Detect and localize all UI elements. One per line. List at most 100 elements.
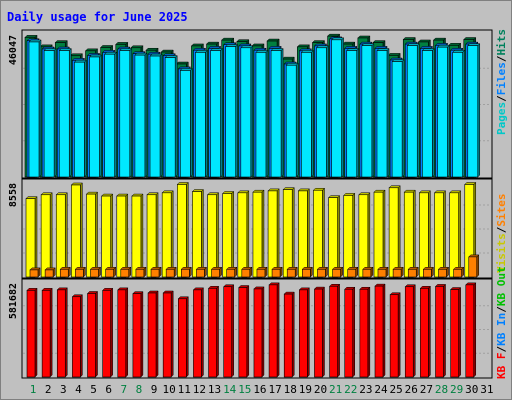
bar-pages-day-26	[406, 45, 418, 178]
bar-kb-f-day-27	[420, 287, 429, 378]
bar-sites-day-12	[196, 268, 205, 278]
bar-kb-f-day-10	[162, 292, 172, 378]
legend-entry: KB F	[495, 353, 508, 380]
bar-visits-day-20	[313, 189, 323, 278]
bar-side-kb-f	[246, 284, 250, 378]
pages-files-hits-max-label: 46047	[8, 35, 19, 65]
day-label: 15	[238, 383, 251, 396]
bar-kb-f-day-13	[208, 287, 217, 378]
bar-sites-day-15	[241, 268, 251, 278]
bar-top-visits	[101, 193, 114, 197]
day-label: 12	[193, 383, 206, 396]
legend-entry: /	[495, 55, 508, 62]
day-label: 1	[30, 383, 37, 396]
bar-pages-day-5	[89, 56, 100, 178]
bar-side-visits	[170, 190, 174, 278]
bar-side-kb-f	[216, 285, 219, 378]
bar-top-visits	[297, 188, 310, 192]
bar-side-kb-f	[155, 290, 159, 378]
day-label: 10	[163, 383, 176, 396]
bar-pages-day-7	[119, 50, 131, 178]
bar-kb-f-day-12	[193, 289, 202, 378]
bar-side-visits	[110, 193, 113, 278]
bar-side-visits	[201, 188, 204, 278]
bar-visits-day-3	[55, 194, 66, 278]
bar-side-pages	[69, 47, 72, 178]
bar-pages-day-28	[437, 46, 448, 178]
bar-pages-day-4	[74, 61, 85, 178]
bar-sites-day-26	[407, 268, 417, 278]
bar-side-visits	[125, 193, 129, 278]
day-label: 18	[284, 383, 297, 396]
bar-visits-day-11	[177, 184, 187, 278]
bar-kb-f-day-23	[359, 288, 369, 378]
bar-sites-day-30	[468, 256, 478, 278]
bar-visits-day-13	[207, 194, 217, 278]
day-label: 4	[75, 383, 82, 396]
bar-kb-f-day-30	[465, 284, 475, 378]
chart-title: Daily usage for June 2025	[7, 10, 188, 24]
bar-top-visits	[282, 187, 295, 190]
bar-side-pages	[205, 49, 208, 178]
bar-side-kb-f	[201, 287, 204, 378]
bar-side-visits	[186, 181, 189, 278]
bar-pages-day-11	[180, 70, 191, 178]
bar-kb-f-day-24	[374, 285, 384, 378]
bar-kb-f-day-9	[147, 292, 157, 378]
bar-sites-day-4	[75, 268, 84, 278]
bar-pages-day-30	[467, 45, 479, 178]
bar-side-visits	[95, 191, 98, 278]
bar-sites-day-18	[286, 268, 296, 278]
bar-visits-day-19	[298, 190, 308, 278]
bar-visits-day-12	[192, 191, 202, 278]
bar-visits-day-21	[328, 197, 338, 278]
bar-pages-day-17	[270, 50, 282, 178]
bar-pages-day-8	[134, 54, 146, 178]
bar-pages-day-20	[316, 47, 327, 178]
bar-sites-day-5	[90, 268, 99, 278]
bar-kb-f-day-11	[178, 298, 187, 378]
bar-kb-f-day-8	[132, 293, 142, 378]
bar-kb-f-day-28	[435, 286, 444, 378]
bar-side-visits	[246, 190, 250, 278]
bar-pages-day-19	[301, 52, 312, 178]
bar-pages-day-15	[240, 47, 252, 178]
day-label: 5	[90, 383, 97, 396]
day-label: 3	[60, 383, 67, 396]
day-label: 21	[329, 383, 342, 396]
bar-sites-day-22	[347, 268, 357, 278]
bar-side-visits	[80, 182, 83, 278]
bar-top-pages	[285, 62, 299, 66]
day-label: 26	[405, 383, 418, 396]
bar-visits-day-23	[358, 194, 369, 278]
bar-kb-f-day-25	[389, 294, 399, 378]
day-label: 20	[314, 383, 327, 396]
bar-visits-day-22	[343, 195, 354, 278]
bar-sites-day-20	[317, 268, 326, 278]
legend-entry: Files	[495, 62, 508, 95]
bar-kb-f-day-22	[344, 288, 354, 378]
bar-kb-f-day-14	[223, 286, 232, 378]
bar-sites-day-2	[44, 269, 54, 278]
day-label: 30	[465, 383, 478, 396]
legend-entry: Hits	[495, 29, 508, 56]
legend-entry: KB Out	[495, 266, 508, 306]
bar-visits-day-25	[388, 187, 399, 278]
bars	[24, 33, 481, 378]
bar-visits-day-17	[267, 190, 278, 278]
bar-side-pages	[174, 54, 178, 178]
day-label: 24	[374, 383, 388, 396]
bar-kb-f-day-17	[268, 284, 278, 378]
legend-entry: /	[495, 226, 508, 233]
day-label: 7	[120, 383, 127, 396]
bar-side-pages	[114, 51, 117, 178]
bar-sites-day-24	[377, 268, 387, 278]
bar-visits-day-29	[449, 192, 459, 278]
bar-side-visits	[65, 192, 68, 278]
bar-top-visits	[343, 193, 356, 196]
bar-sites-day-9	[150, 268, 160, 278]
bar-top-pages	[134, 52, 148, 56]
bar-top-visits	[116, 193, 129, 197]
day-label: 23	[359, 383, 372, 396]
